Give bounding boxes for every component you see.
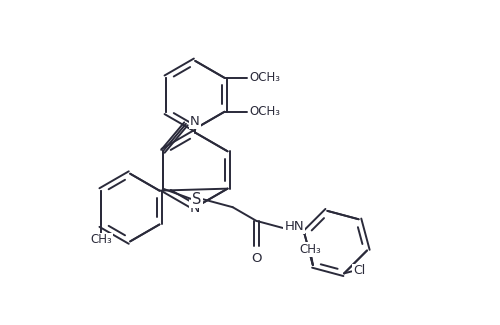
Text: O: O xyxy=(251,252,262,265)
Text: N: N xyxy=(190,115,200,128)
Text: N: N xyxy=(190,201,200,215)
Text: CH₃: CH₃ xyxy=(300,243,321,256)
Text: HN: HN xyxy=(284,220,304,233)
Text: OCH₃: OCH₃ xyxy=(250,105,280,118)
Text: OCH₃: OCH₃ xyxy=(250,72,280,84)
Text: Cl: Cl xyxy=(353,265,366,278)
Text: CH₃: CH₃ xyxy=(90,233,112,246)
Text: S: S xyxy=(192,192,202,207)
